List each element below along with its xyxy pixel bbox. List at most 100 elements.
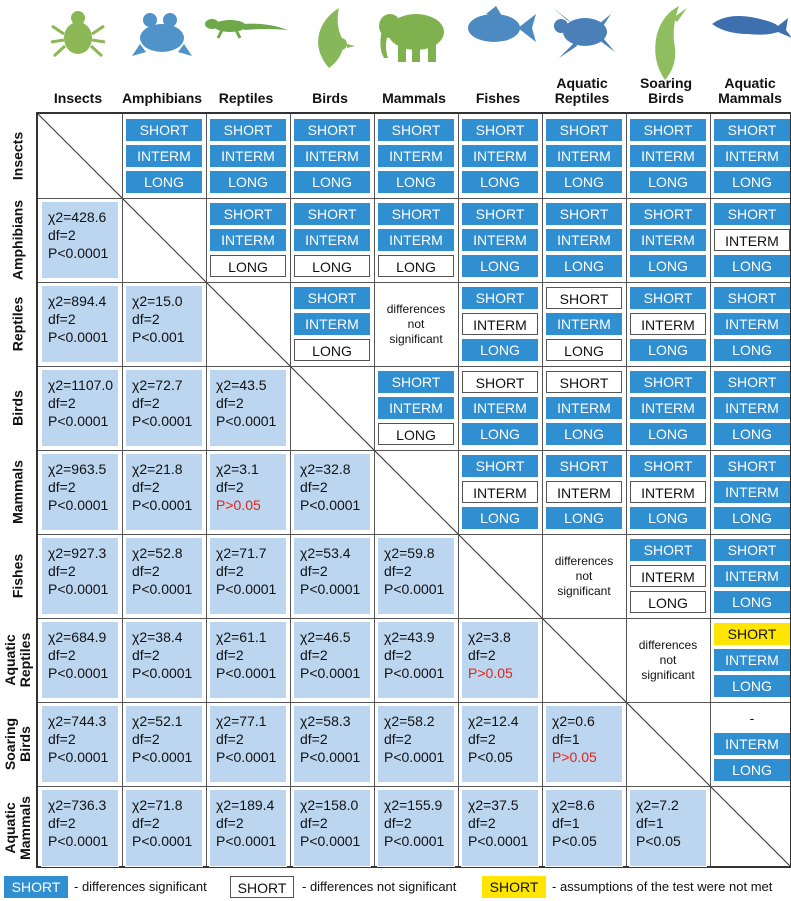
degrees-of-freedom: df=2 xyxy=(384,647,412,663)
row-label-amphibians: Amphibians xyxy=(0,198,36,282)
significant-badge: INTERM xyxy=(294,229,370,251)
chi-square-cell: χ2=58.3 df=2 P<0.0001 xyxy=(293,705,371,783)
chi-square-value: χ2=72.7 xyxy=(132,377,183,393)
significant-badge: SHORT xyxy=(462,287,538,309)
upper-cell: SHORT INTERM LONG xyxy=(542,366,626,450)
chi-square-value: χ2=189.4 xyxy=(216,797,275,813)
row-label-text: Aquatic Mammals xyxy=(2,796,33,860)
significant-badge: SHORT xyxy=(630,371,706,393)
upper-cell: SHORT INTERM LONG xyxy=(710,534,791,618)
significant-badge: SHORT xyxy=(714,119,790,141)
p-value: P<0.05 xyxy=(468,749,513,765)
column-label: Amphibians xyxy=(121,90,203,106)
degrees-of-freedom: df=2 xyxy=(48,815,76,831)
grid-line xyxy=(38,618,790,619)
column-header-aquatic-reptiles: Aquatic Reptiles xyxy=(540,0,624,112)
column-label: Aquatic Mammals xyxy=(718,75,782,106)
significant-badge: LONG xyxy=(630,507,706,529)
significant-badge: INTERM xyxy=(546,145,622,167)
significant-badge: LONG xyxy=(714,339,790,361)
p-value: P>0.05 xyxy=(216,497,261,513)
p-value: P<0.001 xyxy=(132,329,185,345)
chi-square-cell: χ2=38.4 df=2 P<0.0001 xyxy=(125,621,203,699)
p-value: P<0.0001 xyxy=(216,749,277,765)
column-header-fishes: Fishes xyxy=(456,0,540,112)
chi-square-value: χ2=77.1 xyxy=(216,713,267,729)
significant-badge: LONG xyxy=(126,171,202,193)
p-value: P<0.0001 xyxy=(384,749,445,765)
p-value: P>0.05 xyxy=(468,665,513,681)
chi-square-cell: χ2=43.5 df=2 P<0.0001 xyxy=(209,369,287,447)
significant-badge: LONG xyxy=(714,759,790,781)
p-value: P<0.05 xyxy=(552,833,597,849)
upper-cell: SHORT INTERM LONG xyxy=(542,282,626,366)
significant-badge: LONG xyxy=(378,171,454,193)
chi-square-cell: χ2=46.5 df=2 P<0.0001 xyxy=(293,621,371,699)
significant-badge: LONG xyxy=(546,423,622,445)
degrees-of-freedom: df=2 xyxy=(384,563,412,579)
significant-badge: SHORT xyxy=(714,287,790,309)
chi-square-value: χ2=155.9 xyxy=(384,797,443,813)
grid-line xyxy=(542,114,543,866)
significant-badge: SHORT xyxy=(378,371,454,393)
significant-badge: LONG xyxy=(714,423,790,445)
not-significant-badge: LONG xyxy=(294,255,370,277)
significant-badge: LONG xyxy=(630,423,706,445)
significant-badge: INTERM xyxy=(126,145,202,167)
degrees-of-freedom: df=2 xyxy=(468,815,496,831)
legend: SHORT - differences significant SHORT - … xyxy=(0,872,791,901)
upper-cell: SHORT INTERM LONG xyxy=(374,198,458,282)
degrees-of-freedom: df=1 xyxy=(636,815,664,831)
grid-line xyxy=(38,702,790,703)
chi-square-cell: χ2=43.9 df=2 P<0.0001 xyxy=(377,621,455,699)
grid-line xyxy=(38,366,790,367)
upper-cell: SHORT INTERM LONG xyxy=(206,198,290,282)
degrees-of-freedom: df=2 xyxy=(132,647,160,663)
upper-cell: differences not significant xyxy=(626,618,710,702)
p-value: P<0.0001 xyxy=(48,665,109,681)
p-value: P<0.0001 xyxy=(300,833,361,849)
significant-badge: SHORT xyxy=(546,455,622,477)
legend-significant-label: - differences significant xyxy=(74,879,207,894)
chi-square-cell: χ2=71.7 df=2 P<0.0001 xyxy=(209,537,287,615)
upper-cell: SHORT INTERM LONG xyxy=(542,114,626,198)
column-header-reptiles: Reptiles xyxy=(204,0,288,112)
column-label: Soaring Birds xyxy=(639,75,693,106)
degrees-of-freedom: df=2 xyxy=(132,479,160,495)
significant-badge: INTERM xyxy=(714,397,790,419)
significant-badge: SHORT xyxy=(210,119,286,141)
degrees-of-freedom: df=2 xyxy=(468,647,496,663)
significant-badge: SHORT xyxy=(630,455,706,477)
significant-badge: LONG xyxy=(462,423,538,445)
chi-square-cell: χ2=963.5 df=2 P<0.0001 xyxy=(41,453,119,531)
p-value: P<0.0001 xyxy=(48,581,109,597)
not-significant-badge: LONG xyxy=(378,423,454,445)
not-significant-badge: INTERM xyxy=(630,565,706,587)
degrees-of-freedom: df=2 xyxy=(300,563,328,579)
upper-cell: SHORT INTERM LONG xyxy=(374,366,458,450)
column-label: Mammals xyxy=(382,90,446,106)
grid-line xyxy=(710,114,711,866)
upper-cell: SHORT INTERM LONG xyxy=(626,282,710,366)
p-value: P<0.0001 xyxy=(384,833,445,849)
degrees-of-freedom: df=2 xyxy=(132,395,160,411)
upper-cell: SHORT INTERM LONG xyxy=(458,366,542,450)
column-header-soaring-birds: Soaring Birds xyxy=(624,0,708,112)
chi-square-cell: χ2=58.2 df=2 P<0.0001 xyxy=(377,705,455,783)
p-value: P<0.0001 xyxy=(48,245,109,261)
significant-badge: SHORT xyxy=(546,119,622,141)
row-label-aquatic-reptiles: Aquatic Reptiles xyxy=(0,618,36,702)
significant-badge: INTERM xyxy=(462,145,538,167)
chi-square-cell: χ2=927.3 df=2 P<0.0001 xyxy=(41,537,119,615)
significant-badge: LONG xyxy=(714,171,790,193)
upper-cell: SHORT INTERM LONG xyxy=(542,450,626,534)
significant-badge: LONG xyxy=(462,171,538,193)
chi-square-value: χ2=58.3 xyxy=(300,713,351,729)
chi-square-value: χ2=43.9 xyxy=(384,629,435,645)
degrees-of-freedom: df=2 xyxy=(48,227,76,243)
significant-badge: SHORT xyxy=(714,539,790,561)
degrees-of-freedom: df=2 xyxy=(216,647,244,663)
significant-badge: LONG xyxy=(630,171,706,193)
significant-badge: INTERM xyxy=(462,229,538,251)
p-value: P<0.0001 xyxy=(468,833,529,849)
